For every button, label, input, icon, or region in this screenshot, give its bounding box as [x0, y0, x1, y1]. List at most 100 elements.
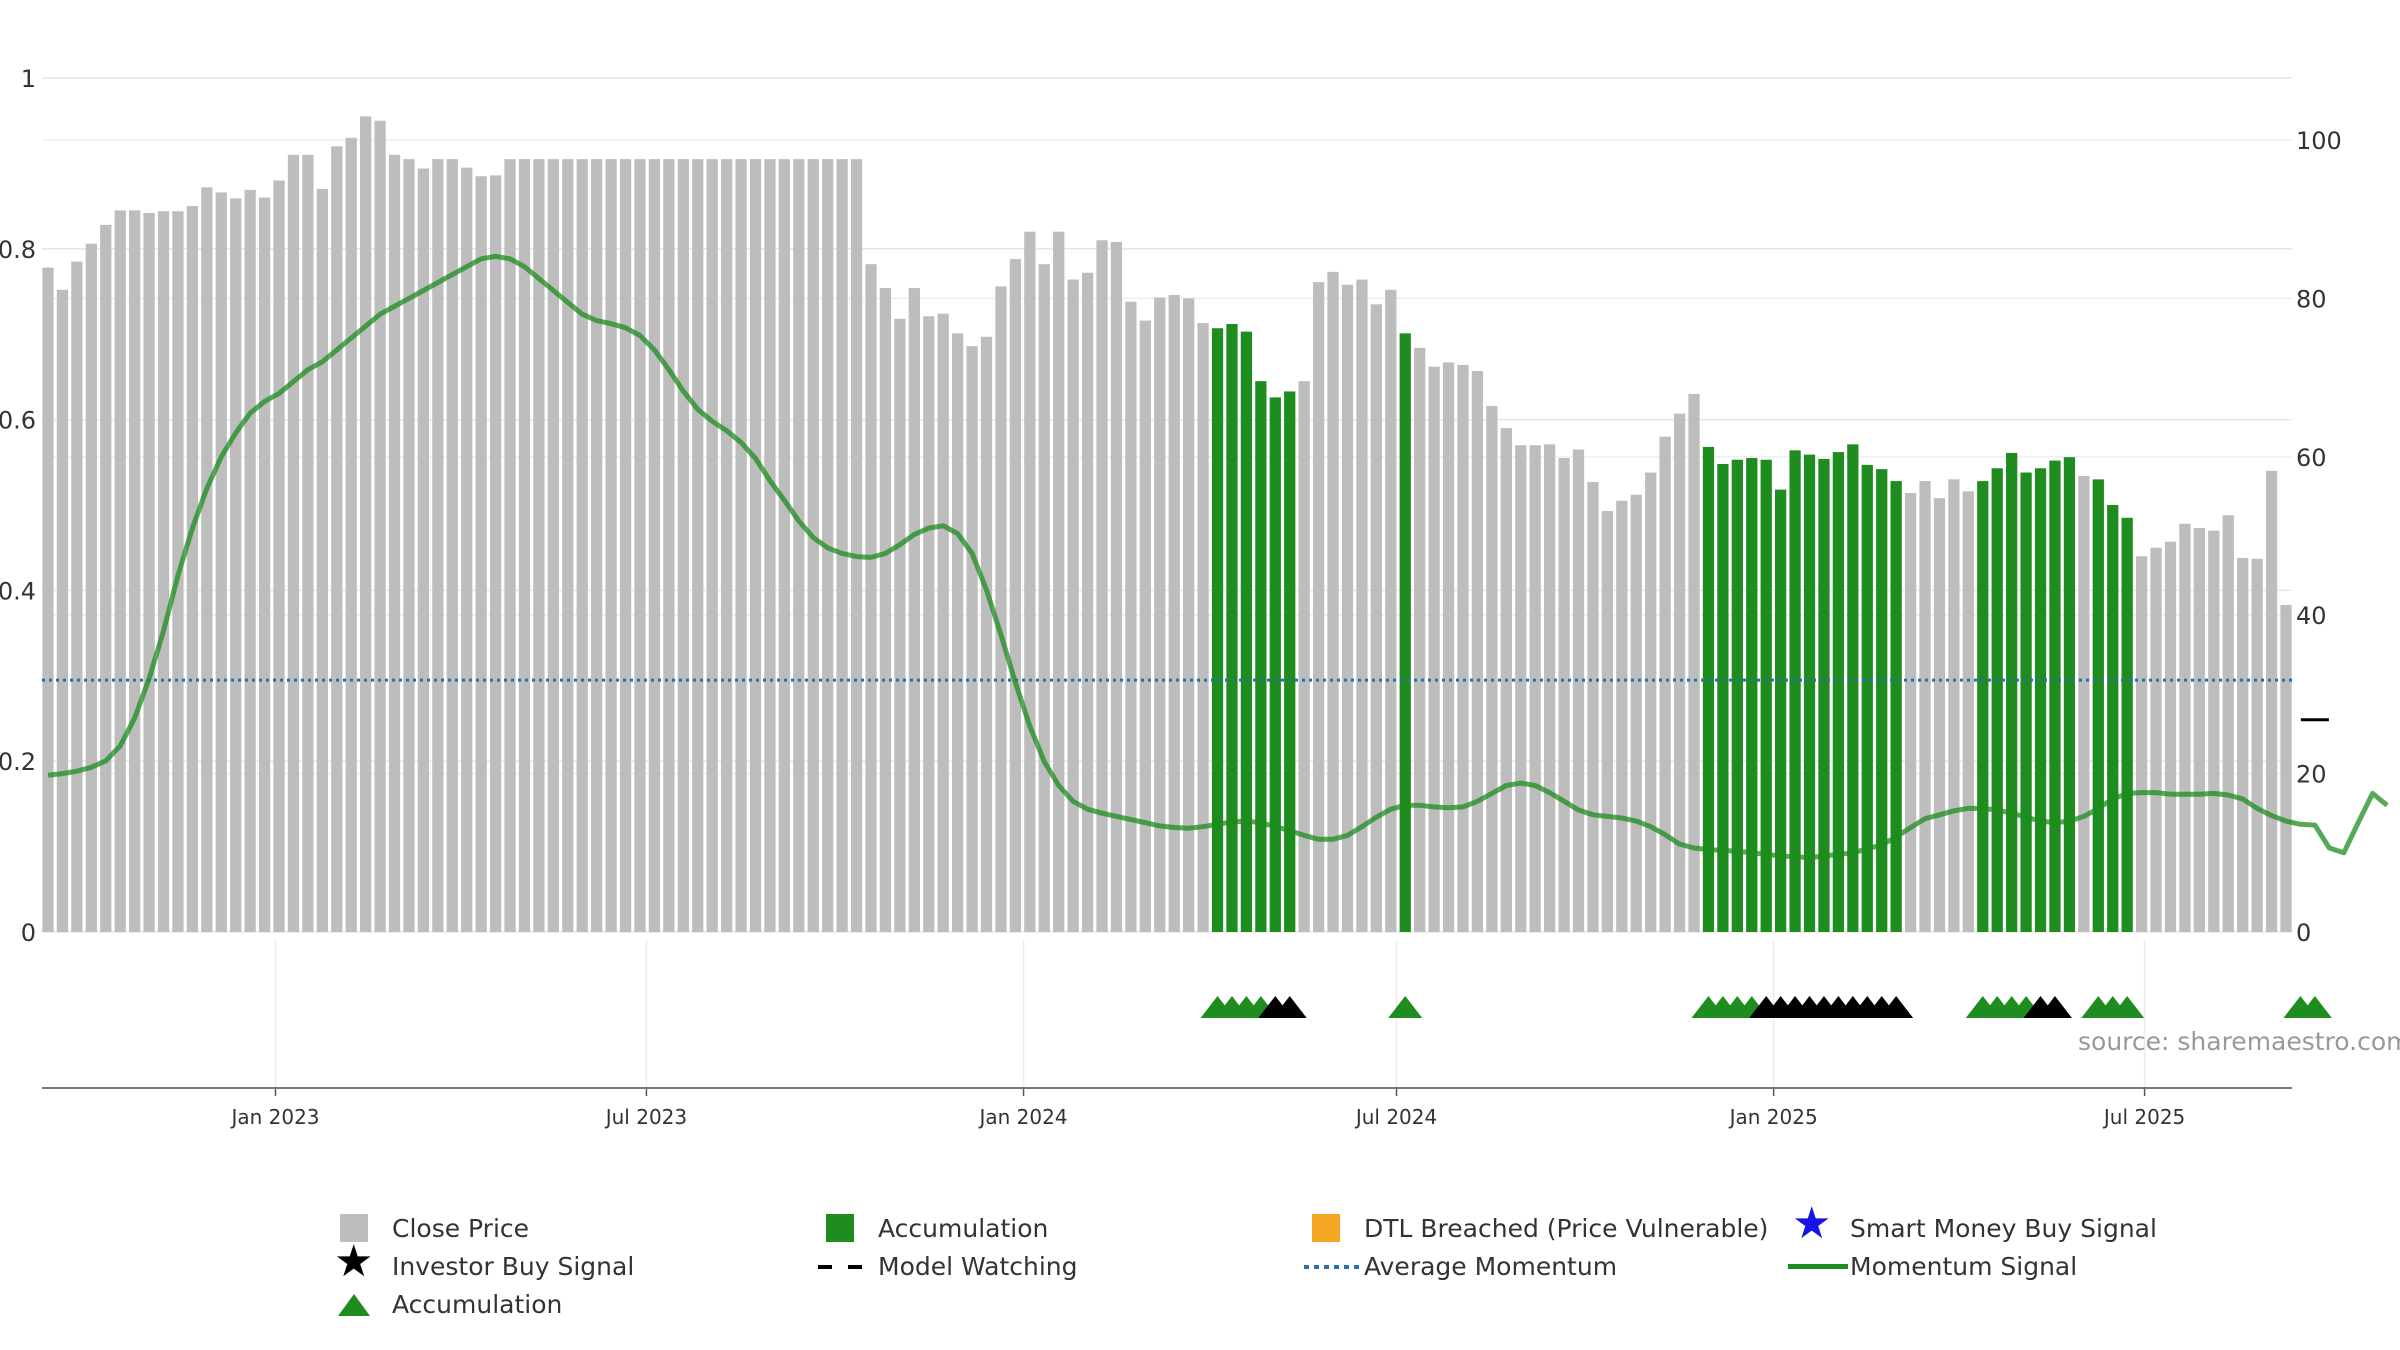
close-price-bar	[42, 267, 54, 932]
accumulation-bar	[1861, 464, 1873, 932]
x-tick-label: Jan 2024	[977, 1105, 1067, 1129]
accumulation-bar	[1702, 446, 1715, 932]
close-price-bar	[1197, 323, 1209, 932]
legend-label: Momentum Signal	[1850, 1251, 2078, 1281]
close-price-bar	[244, 189, 256, 932]
accumulation-bar	[1240, 331, 1253, 932]
close-price-bar	[966, 346, 978, 932]
close-price-bar	[1154, 297, 1166, 932]
legend-label: Investor Buy Signal	[392, 1251, 635, 1281]
close-price-bar	[504, 159, 516, 932]
close-price-bar	[71, 261, 83, 932]
close-price-bar	[403, 159, 415, 932]
y-left-tick-label: 0.6	[0, 407, 36, 435]
close-price-bar	[1645, 472, 1657, 932]
y-right-tick-label: 20	[2296, 761, 2327, 789]
close-price-bar	[1486, 405, 1498, 932]
close-price-bar	[1053, 231, 1065, 933]
legend-item-model-watching: Model Watching	[816, 1248, 1078, 1284]
close-price-bar	[157, 211, 170, 932]
accumulation-bar	[2063, 457, 2076, 932]
close-price-bar	[1529, 445, 1541, 932]
close-price-bar	[2237, 557, 2249, 932]
close-price-bar	[591, 159, 603, 932]
close-price-bar	[1110, 241, 1123, 932]
accumulation-bar	[2092, 479, 2104, 932]
close-price-bar	[562, 159, 574, 932]
close-price-bar	[1543, 444, 1556, 932]
close-price-bar	[2251, 558, 2263, 932]
accumulation-bar	[1760, 459, 1772, 932]
dotted-line-icon	[1302, 1248, 1360, 1284]
close-price-bar	[735, 159, 747, 932]
accumulation-triangle-marker	[2110, 996, 2145, 1018]
close-price-bar	[114, 210, 126, 932]
close-price-bar	[1673, 413, 1686, 932]
close-price-bar	[648, 159, 661, 932]
close-price-bar	[980, 336, 993, 933]
accumulation-bar	[1746, 458, 1758, 932]
close-price-bar	[2078, 475, 2090, 932]
accumulation-bar	[1847, 444, 1859, 932]
accumulation-bar	[2107, 505, 2119, 932]
close-price-bar	[2265, 470, 2278, 932]
accumulation-bar	[2006, 452, 2018, 932]
x-tick-label: Jul 2025	[2102, 1105, 2185, 1129]
close-price-bar	[1688, 393, 1700, 933]
accumulation-bar	[1226, 323, 1238, 932]
accumulation-bar	[1211, 328, 1224, 932]
source-text: source: sharemaestro.com	[2078, 1027, 2400, 1056]
legend-item-momentum-signal: Momentum Signal	[1788, 1248, 2077, 1284]
close-price-bar	[1442, 362, 1455, 933]
y-right-tick-label: 40	[2296, 602, 2327, 630]
close-price-bar	[1587, 481, 1599, 932]
accumulation-bar	[1832, 452, 1845, 932]
accumulation-bar	[2049, 460, 2061, 932]
close-price-bar	[446, 159, 458, 932]
legend-item-average-momentum: Average Momentum	[1302, 1248, 1617, 1284]
close-price-bar	[1298, 381, 1310, 932]
legend-item-dtl-breached: DTL Breached (Price Vulnerable)	[1302, 1210, 1768, 1246]
accumulation-bar	[1991, 468, 2003, 932]
close-price-bar	[129, 210, 141, 932]
close-price-bar	[1428, 366, 1440, 933]
close-price-bar	[1038, 264, 1050, 932]
chart-svg: 0 0.2 0.4 0.6 0.8 1 0 20 40 60 80 100 Jan 2023 Jul 20…	[0, 65, 2400, 1129]
investor-buy-triangle-marker	[1879, 996, 1914, 1018]
close-price-bar	[692, 159, 704, 932]
close-price-bar	[1312, 282, 1325, 933]
close-price-bar	[345, 137, 357, 932]
close-price-bar	[1948, 479, 1960, 932]
close-price-bar	[995, 286, 1007, 933]
close-price-bar	[1515, 445, 1527, 932]
close-price-bar	[1919, 481, 1931, 932]
accumulation-triangle-marker	[2297, 996, 2332, 1018]
close-price-bar	[85, 243, 97, 932]
close-price-bar	[432, 159, 444, 932]
close-price-bar	[1356, 279, 1368, 932]
close-price-bar	[764, 159, 776, 932]
close-price-bar	[2150, 547, 2162, 932]
close-price-bar	[576, 159, 588, 932]
y-right-tick-label: 80	[2296, 285, 2327, 313]
close-price-bar	[518, 159, 531, 932]
close-price-bar	[937, 313, 949, 933]
investor-buy-triangle-marker	[2037, 996, 2072, 1018]
close-price-bar	[1096, 240, 1108, 932]
close-price-bar	[1024, 231, 1036, 933]
x-tick-label: Jul 2023	[604, 1105, 687, 1129]
close-price-bar	[2135, 556, 2148, 932]
y-right-tick-label: 0	[2296, 919, 2311, 947]
accumulation-bar	[2121, 517, 2133, 932]
close-price-bar	[533, 159, 545, 932]
close-price-bar	[1168, 294, 1180, 932]
close-price-bar	[1183, 298, 1195, 932]
legend-label: Smart Money Buy Signal	[1850, 1213, 2157, 1243]
legend-label: Model Watching	[878, 1251, 1078, 1281]
blue-star-icon	[1788, 1202, 1836, 1246]
close-price-bar	[547, 159, 559, 932]
close-price-bar	[1139, 320, 1151, 932]
close-price-bar	[360, 116, 372, 933]
close-price-bar	[489, 175, 502, 932]
close-price-bar	[879, 288, 892, 933]
